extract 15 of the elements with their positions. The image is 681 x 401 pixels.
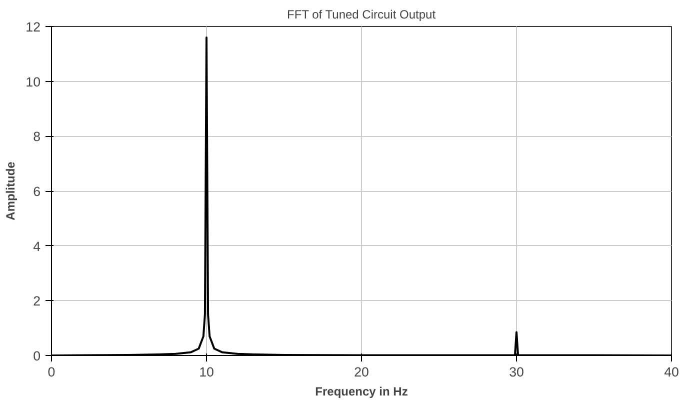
x-tick-label: 0 (48, 364, 56, 380)
x-axis-title: Frequency in Hz (315, 384, 408, 398)
x-tick-label: 10 (199, 364, 214, 380)
chart-title: FFT of Tuned Circuit Output (287, 8, 436, 22)
y-tick-label: 12 (26, 20, 41, 34)
y-tick-label: 8 (33, 129, 41, 144)
x-tick-label: 30 (509, 364, 524, 380)
y-tick-label: 10 (26, 74, 41, 90)
y-tick-label: 0 (33, 348, 41, 364)
y-axis-title: Amplitude (4, 161, 18, 220)
y-tick-label: 4 (33, 238, 42, 254)
x-tick-label: 40 (664, 364, 679, 380)
y-tick-label: 2 (33, 294, 41, 309)
y-tick-label: 6 (33, 184, 41, 199)
x-tick-label: 20 (354, 364, 369, 380)
